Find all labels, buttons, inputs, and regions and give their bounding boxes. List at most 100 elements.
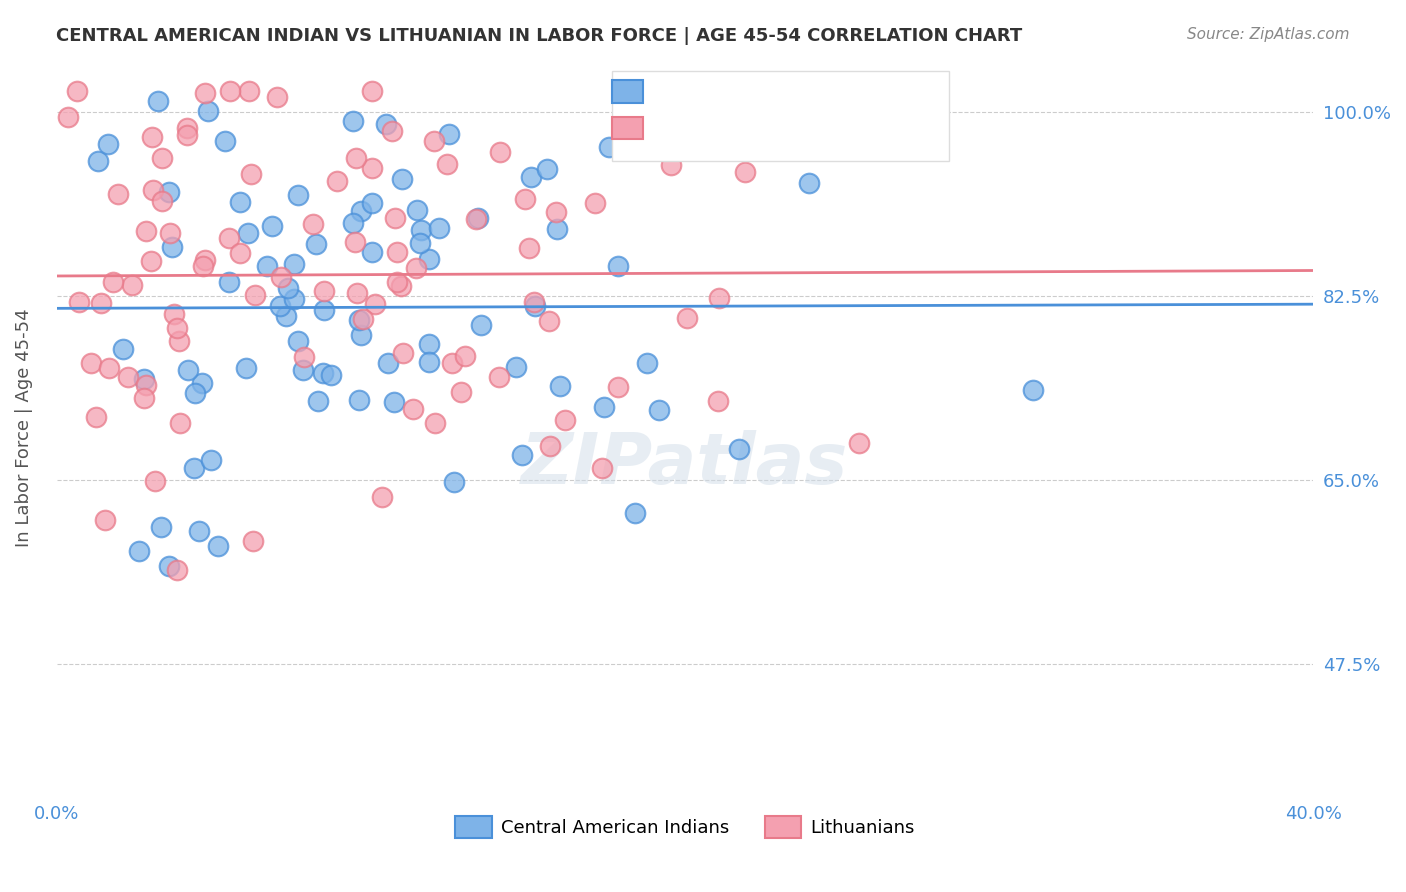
Point bbox=[141, 130, 163, 145]
Point bbox=[135, 224, 157, 238]
Point bbox=[86, 409, 108, 424]
Point bbox=[90, 296, 112, 310]
Point bbox=[465, 212, 488, 227]
Point bbox=[389, 278, 412, 293]
Point bbox=[707, 393, 730, 408]
Point bbox=[236, 226, 259, 240]
Point bbox=[385, 275, 408, 289]
Point bbox=[342, 113, 364, 128]
Point bbox=[598, 139, 620, 153]
Point bbox=[150, 194, 173, 209]
Point bbox=[183, 461, 205, 475]
Point bbox=[149, 520, 172, 534]
Point bbox=[269, 299, 291, 313]
Point bbox=[344, 235, 367, 249]
Point bbox=[326, 174, 349, 188]
Point bbox=[537, 314, 560, 328]
Point bbox=[139, 254, 162, 268]
Point bbox=[292, 350, 315, 364]
Point bbox=[734, 165, 756, 179]
Point bbox=[361, 161, 384, 176]
Point bbox=[623, 506, 645, 520]
Point bbox=[200, 453, 222, 467]
Point bbox=[520, 169, 543, 184]
Point bbox=[375, 117, 398, 131]
Point bbox=[453, 349, 475, 363]
Point bbox=[517, 242, 540, 256]
Point bbox=[150, 152, 173, 166]
Point bbox=[350, 328, 373, 343]
Point bbox=[728, 442, 751, 456]
Point bbox=[143, 474, 166, 488]
Point bbox=[548, 379, 571, 393]
Point bbox=[132, 391, 155, 405]
Text: Source: ZipAtlas.com: Source: ZipAtlas.com bbox=[1187, 27, 1350, 42]
Point bbox=[591, 460, 613, 475]
Point bbox=[169, 416, 191, 430]
Point bbox=[67, 294, 90, 309]
Point bbox=[659, 157, 682, 171]
Point bbox=[523, 299, 546, 313]
Point bbox=[443, 475, 465, 489]
Point bbox=[797, 176, 820, 190]
Point bbox=[510, 448, 533, 462]
Point bbox=[128, 543, 150, 558]
Point bbox=[242, 534, 264, 549]
Point bbox=[593, 400, 616, 414]
Point bbox=[301, 217, 323, 231]
Point bbox=[606, 380, 628, 394]
Y-axis label: In Labor Force | Age 45-54: In Labor Force | Age 45-54 bbox=[15, 309, 32, 547]
Point bbox=[848, 435, 870, 450]
Point bbox=[238, 84, 260, 98]
Point bbox=[194, 87, 217, 101]
Point bbox=[266, 89, 288, 103]
Point bbox=[94, 513, 117, 527]
Point bbox=[312, 284, 335, 298]
Point bbox=[536, 161, 558, 176]
Point bbox=[423, 417, 446, 431]
Point bbox=[163, 308, 186, 322]
Point bbox=[219, 84, 242, 98]
Point bbox=[384, 211, 406, 225]
Point bbox=[287, 334, 309, 348]
Point bbox=[392, 346, 415, 360]
Point bbox=[418, 337, 440, 351]
Point bbox=[188, 524, 211, 538]
Text: CENTRAL AMERICAN INDIAN VS LITHUANIAN IN LABOR FORCE | AGE 45-54 CORRELATION CHA: CENTRAL AMERICAN INDIAN VS LITHUANIAN IN… bbox=[56, 27, 1022, 45]
Point bbox=[546, 205, 568, 219]
Point bbox=[262, 219, 284, 233]
Point bbox=[117, 370, 139, 384]
Point bbox=[1022, 383, 1045, 397]
Point bbox=[342, 216, 364, 230]
Point bbox=[675, 311, 697, 326]
Text: R =  -0.202   N = 77: R = -0.202 N = 77 bbox=[619, 82, 837, 100]
Point bbox=[207, 539, 229, 553]
Point bbox=[648, 403, 671, 417]
Point bbox=[157, 558, 180, 573]
Point bbox=[107, 186, 129, 201]
Point bbox=[347, 312, 370, 326]
Point bbox=[245, 288, 267, 302]
Point bbox=[191, 259, 214, 273]
Point bbox=[162, 240, 184, 254]
Point bbox=[655, 94, 678, 108]
Point bbox=[214, 134, 236, 148]
Point bbox=[191, 376, 214, 390]
Point bbox=[283, 292, 305, 306]
Point bbox=[360, 84, 382, 98]
Point bbox=[361, 245, 384, 260]
Point bbox=[554, 413, 576, 427]
Point bbox=[385, 244, 408, 259]
Point bbox=[538, 440, 561, 454]
Point bbox=[79, 356, 101, 370]
Text: ZIPatlas: ZIPatlas bbox=[522, 430, 849, 499]
Point bbox=[307, 394, 329, 409]
Point bbox=[406, 202, 429, 217]
Point bbox=[380, 124, 402, 138]
Point bbox=[166, 320, 188, 334]
Point bbox=[87, 153, 110, 168]
Point bbox=[422, 134, 444, 148]
Point bbox=[157, 185, 180, 199]
Point bbox=[256, 259, 278, 273]
Point bbox=[350, 203, 373, 218]
